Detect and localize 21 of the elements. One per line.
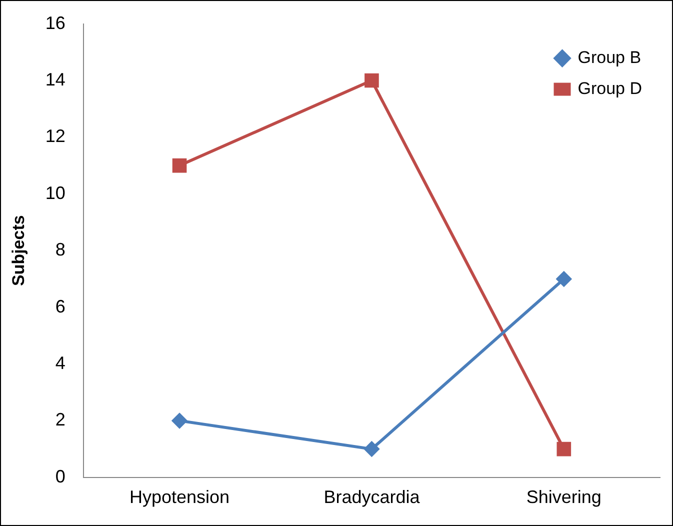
x-tick-label: Shivering [526, 487, 602, 508]
point [364, 442, 380, 457]
y-tick-label: 2 [55, 410, 66, 430]
x-tick-label: Bradycardia [324, 487, 421, 508]
point [172, 158, 187, 173]
y-tick-label: 14 [45, 69, 66, 90]
x-tick-label: Hypotension [129, 487, 230, 508]
y-tick-label: 6 [55, 296, 66, 316]
y-tick-label: 4 [55, 352, 66, 373]
y-tick-label: 0 [55, 466, 66, 486]
legend-label: Group B [578, 48, 642, 67]
point [364, 73, 379, 88]
point [172, 413, 188, 428]
y-axis-title: Subjects [8, 215, 28, 286]
point [556, 271, 572, 286]
y-tick-label: 12 [45, 126, 66, 146]
y-tick-label: 10 [45, 182, 66, 203]
y-tick-label: 8 [55, 240, 66, 260]
point [556, 442, 572, 456]
legend-label: Group D [578, 78, 642, 98]
y-tick-label: 16 [45, 12, 66, 33]
